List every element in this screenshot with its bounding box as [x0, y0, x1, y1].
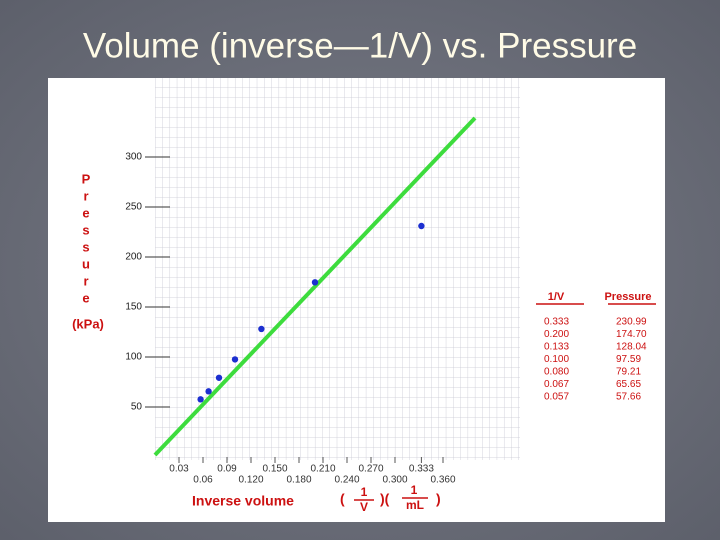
plot: 501001502002503000.030.060.090.1200.1500…: [72, 116, 656, 514]
table-header: Pressure: [604, 291, 651, 303]
table-cell: 230.99: [616, 317, 647, 328]
x-tick-label: 0.180: [286, 475, 311, 486]
x-tick-label: 0.06: [193, 475, 213, 486]
y-tick-label: 200: [125, 252, 142, 263]
y-axis-label-letter: e: [82, 290, 89, 305]
paren: ): [436, 491, 441, 507]
x-axis-label: Inverse volume: [192, 493, 294, 509]
table-cell: 65.65: [616, 379, 641, 390]
y-axis-label-letter: P: [82, 171, 91, 186]
table-cell: 0.333: [544, 317, 569, 328]
data-point: [418, 222, 425, 230]
y-tick-label: 250: [125, 202, 142, 213]
x-tick-label: 0.333: [409, 464, 434, 475]
x-unit-den: mL: [406, 498, 424, 512]
x-tick-label: 0.03: [169, 464, 189, 475]
slide-title: Volume (inverse—1/V) vs. Pressure: [83, 26, 637, 65]
x-tick-label: 0.360: [430, 475, 455, 486]
y-tick-label: 50: [131, 402, 143, 413]
x-unit-num: 1: [411, 483, 418, 497]
fit-line: [153, 116, 477, 457]
y-axis-label-letter: e: [82, 205, 89, 220]
x-tick-label: 0.09: [217, 464, 237, 475]
table-cell: 0.100: [544, 354, 569, 365]
y-tick-label: 300: [125, 152, 142, 163]
table-cell: 0.057: [544, 392, 569, 403]
table-cell: 57.66: [616, 392, 641, 403]
data-point: [197, 396, 204, 403]
data-point: [258, 325, 265, 333]
table-cell: 0.067: [544, 379, 569, 390]
table-cell: 0.080: [544, 367, 569, 378]
data-point: [231, 356, 239, 363]
data-point: [215, 374, 223, 381]
data-point: [311, 279, 319, 286]
paren: (: [340, 491, 345, 507]
y-axis-label-letter: s: [82, 239, 89, 254]
x-unit-num: 1: [361, 485, 368, 499]
x-tick-label: 0.150: [262, 464, 287, 475]
y-axis-label-letter: s: [82, 222, 89, 237]
table-cell: 0.200: [544, 329, 569, 340]
paren: )(: [380, 491, 390, 507]
y-axis-label-letter: r: [83, 273, 88, 288]
table-cell: 0.133: [544, 342, 569, 353]
table-cell: 174.70: [616, 329, 647, 340]
table-cell: 97.59: [616, 354, 641, 365]
x-tick-label: 0.120: [238, 475, 263, 486]
y-axis-label-letter: u: [82, 256, 90, 271]
data-point: [205, 388, 212, 395]
y-axis-label-letter: r: [83, 188, 88, 203]
table-cell: 79.21: [616, 367, 641, 378]
y-axis-unit: (kPa): [72, 316, 104, 331]
graph-paper: [155, 78, 520, 460]
y-tick-label: 100: [125, 352, 142, 363]
table-cell: 128.04: [616, 342, 647, 353]
x-unit-den: V: [360, 500, 368, 514]
table-header: 1/V: [548, 291, 565, 303]
x-tick-label: 0.210: [310, 464, 335, 475]
x-tick-label: 0.240: [334, 475, 359, 486]
x-tick-label: 0.270: [358, 464, 383, 475]
x-tick-label: 0.300: [382, 475, 407, 486]
y-tick-label: 150: [125, 302, 142, 313]
